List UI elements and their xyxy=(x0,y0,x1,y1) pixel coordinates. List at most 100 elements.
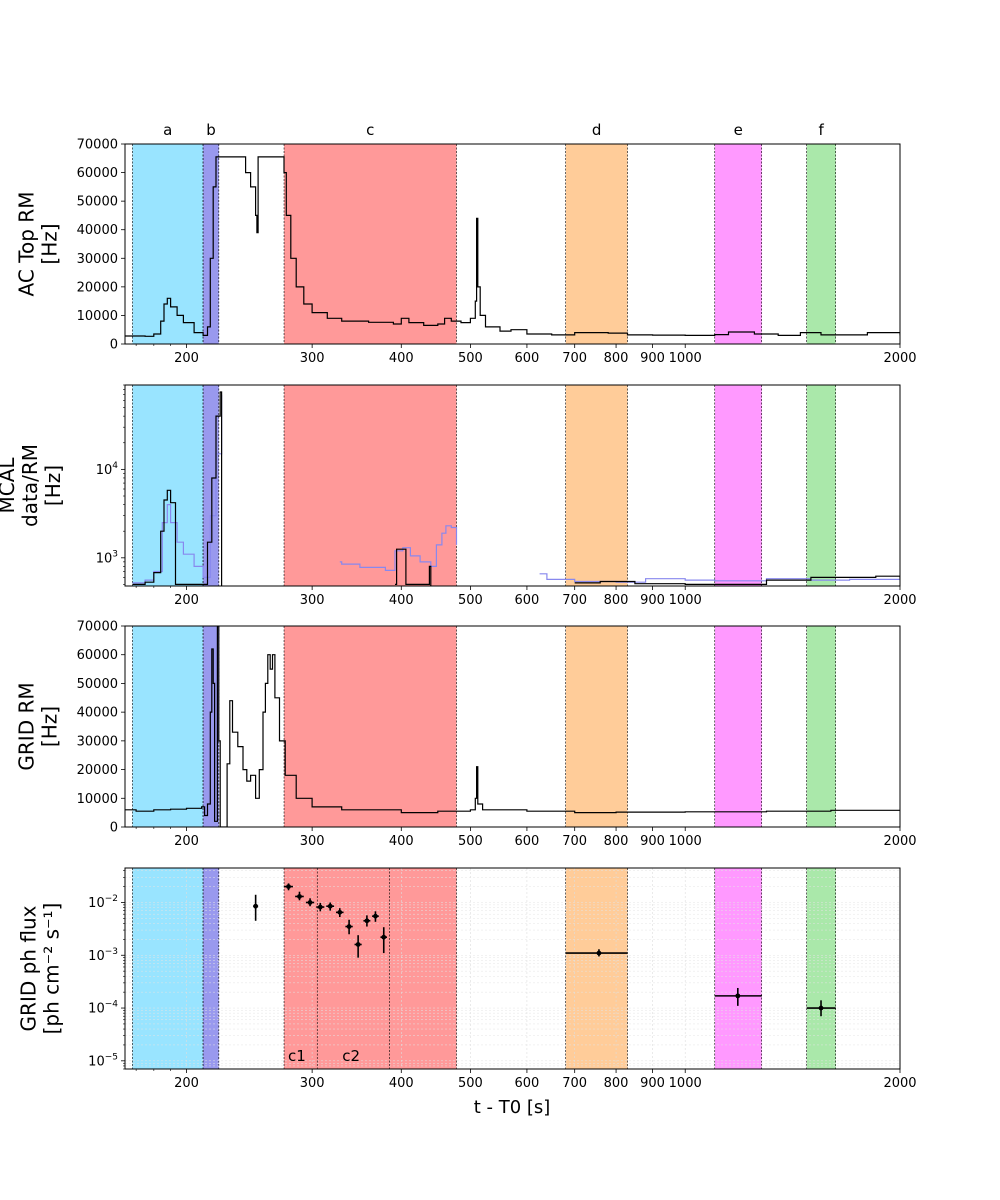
interval-e-band xyxy=(714,385,762,586)
y-tick-label: 10000 xyxy=(77,309,118,324)
y-tick-label: 70000 xyxy=(77,138,118,153)
x-tick-label: 900 xyxy=(640,834,665,849)
x-tick-label: 900 xyxy=(640,351,665,366)
interval-d-band xyxy=(565,626,628,827)
x-tick-label: 200 xyxy=(174,1076,199,1091)
x-tick-label: 600 xyxy=(515,351,540,366)
x-tick-label: 400 xyxy=(389,1076,414,1091)
interval-c-band xyxy=(284,626,457,827)
flux-point-12 xyxy=(596,950,602,956)
x-tick-label: 300 xyxy=(300,834,325,849)
x-tick-label: 200 xyxy=(174,834,199,849)
ac-y-axis-label: AC Top RM[Hz] xyxy=(15,192,62,297)
flux-point-0 xyxy=(253,903,259,909)
grid-series-0 xyxy=(125,626,900,827)
interval-f-band xyxy=(806,626,836,827)
mcal-panel: 200 300 400 500 600 700 800 900 1000 2000 103 104 M… xyxy=(0,384,917,608)
y-tick-label: 50000 xyxy=(77,195,118,210)
y-tick-label: 10−5 xyxy=(88,1052,118,1069)
interval-e-label: e xyxy=(734,121,743,139)
x-tick-label: 400 xyxy=(389,593,414,608)
flux-point-7 xyxy=(346,924,352,929)
interval-b-band xyxy=(203,144,219,344)
interval-d-band xyxy=(565,144,628,344)
x-tick-label: 200 xyxy=(174,593,199,608)
flux-point-1 xyxy=(286,884,291,889)
y-tick-label: 40000 xyxy=(77,223,118,238)
flux-axes-frame xyxy=(124,867,901,1070)
y-tick-label: 20000 xyxy=(77,280,118,295)
flux-point-6 xyxy=(337,909,343,915)
flux-point-5 xyxy=(327,903,333,909)
interval-b-band xyxy=(203,626,219,827)
y-tick-label: 10−2 xyxy=(88,894,118,911)
x-tick-label: 200 xyxy=(174,351,199,366)
x-tick-label: 600 xyxy=(515,834,540,849)
x-tick-label: 300 xyxy=(300,351,325,366)
interval-a-band xyxy=(132,868,204,1069)
interval-e-band xyxy=(714,144,762,344)
y-tick-label: 50000 xyxy=(77,677,118,692)
flux-point-9 xyxy=(364,918,370,924)
x-tick-label: 900 xyxy=(640,593,665,608)
interval-f-label: f xyxy=(819,121,825,139)
interval-c-label: c xyxy=(366,121,374,139)
x-tick-label: 2000 xyxy=(883,593,916,608)
interval-a-band xyxy=(132,626,204,827)
x-tick-label: 1000 xyxy=(669,1076,702,1091)
y-tick-label: 103 xyxy=(96,549,118,566)
ac-y-axis-label-line: [Hz] xyxy=(38,223,62,264)
x-tick-label: 2000 xyxy=(883,834,916,849)
interval-d-label: d xyxy=(592,121,602,139)
mcal-series-0 xyxy=(132,394,223,584)
x-tick-label: 700 xyxy=(562,1076,587,1091)
sub-interval-c1-label: c1 xyxy=(288,1047,306,1065)
x-tick-label: 2000 xyxy=(883,1076,916,1091)
y-tick-label: 30000 xyxy=(77,252,118,267)
x-tick-label: 700 xyxy=(562,834,587,849)
mcal-y-axis-label-line: [Hz] xyxy=(41,465,65,506)
flux-point-3 xyxy=(307,900,313,905)
interval-f-band xyxy=(806,385,836,586)
grid-flux-panel: c1 c2 200 300 400 500 600 700 800 900 1000 2000 10−… xyxy=(17,867,917,1091)
ac-y-axis-label-line: AC Top RM xyxy=(15,192,39,297)
y-tick-label: 60000 xyxy=(77,166,118,181)
mcal-series-1 xyxy=(339,525,458,571)
y-tick-label: 60000 xyxy=(77,648,118,663)
x-tick-label: 800 xyxy=(604,593,629,608)
x-tick-label: 1000 xyxy=(669,593,702,608)
interval-a-band xyxy=(132,385,204,586)
interval-c-band xyxy=(284,385,457,586)
x-tick-label: 700 xyxy=(562,351,587,366)
x-tick-label: 600 xyxy=(515,1076,540,1091)
y-tick-label: 10−4 xyxy=(88,1000,118,1017)
flux-point-8 xyxy=(355,942,361,947)
y-tick-label: 10−3 xyxy=(88,947,118,964)
x-tick-label: 1000 xyxy=(669,351,702,366)
mcal-series-3 xyxy=(132,391,223,586)
y-tick-label: 40000 xyxy=(77,706,118,721)
x-tick-label: 2000 xyxy=(883,351,916,366)
x-tick-label: 500 xyxy=(458,351,483,366)
mcal-series-2 xyxy=(539,573,900,583)
interval-d-band xyxy=(565,385,628,586)
interval-c-band xyxy=(284,144,457,344)
interval-b-band xyxy=(203,385,219,586)
interval-c-band xyxy=(284,868,457,1069)
mcal-series-5 xyxy=(574,575,900,585)
mcal-y-axis-label-line: data/RM xyxy=(18,444,42,527)
y-tick-label: 30000 xyxy=(77,734,118,749)
y-tick-label: 0 xyxy=(110,338,118,353)
mcal-y-axis-label: MCALdata/RM[Hz] xyxy=(0,444,65,527)
interval-e-band xyxy=(714,626,762,827)
flux-point-13 xyxy=(735,993,741,999)
y-tick-label: 104 xyxy=(96,461,119,478)
x-tick-label: 1000 xyxy=(669,834,702,849)
interval-a-band xyxy=(132,144,204,344)
flux-y-axis-label: GRID ph flux[ph cm⁻² s⁻¹] xyxy=(17,903,64,1035)
x-tick-label: 500 xyxy=(458,834,483,849)
grid-y-axis-label-line: [Hz] xyxy=(38,706,62,747)
x-tick-label: 400 xyxy=(389,834,414,849)
y-tick-label: 10000 xyxy=(77,792,118,807)
